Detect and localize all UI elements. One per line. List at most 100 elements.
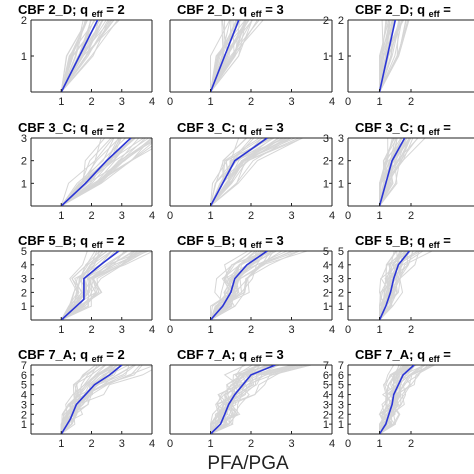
y-tick-label: 2 bbox=[338, 15, 344, 27]
panel-title-value: = 2 bbox=[103, 347, 125, 362]
record-curve bbox=[210, 365, 276, 434]
y-tick-label: 2 bbox=[21, 409, 27, 421]
panel-title: CBF 5_B; q eff = 3 bbox=[177, 233, 284, 250]
x-tick-label: 2 bbox=[408, 96, 414, 108]
panel-title: CBF 7_A; q eff = 2 bbox=[18, 347, 125, 364]
x-tick-label: 0 bbox=[167, 438, 173, 450]
panel-title-value: = bbox=[440, 120, 452, 135]
record-curve bbox=[61, 148, 152, 206]
panel-title-main: CBF 7_A; q bbox=[177, 347, 251, 362]
record-curve bbox=[60, 365, 143, 434]
y-tick-label: 2 bbox=[338, 156, 344, 168]
panel-title-main: CBF 7_A; q bbox=[355, 347, 429, 362]
median-line bbox=[378, 20, 397, 92]
y-tick-label: 4 bbox=[338, 260, 344, 272]
x-tick-label: 3 bbox=[288, 96, 294, 108]
panel-title-subscript: eff bbox=[429, 9, 441, 19]
x-tick-label: 3 bbox=[288, 210, 294, 222]
x-tick-label: 2 bbox=[248, 210, 254, 222]
x-tick-label: 3 bbox=[119, 438, 125, 450]
x-tick-label: 1 bbox=[207, 96, 213, 108]
y-tick-label: 1 bbox=[323, 178, 329, 190]
y-tick-label: 3 bbox=[323, 274, 329, 286]
panel-title-value: = 3 bbox=[262, 347, 284, 362]
record-curve bbox=[379, 20, 407, 92]
record-curve bbox=[379, 138, 410, 206]
y-tick-label: 7 bbox=[323, 360, 329, 372]
panel-title-value: = bbox=[440, 233, 452, 248]
x-tick-label: 2 bbox=[248, 324, 254, 336]
panel-title-value: = 3 bbox=[262, 120, 284, 135]
record-curve bbox=[379, 365, 400, 434]
record-curves bbox=[378, 251, 433, 320]
panel-title-value: = 3 bbox=[262, 233, 284, 248]
x-tick-label: 1 bbox=[207, 324, 213, 336]
x-tick-label: 4 bbox=[329, 96, 335, 108]
median-line bbox=[60, 20, 99, 92]
x-tick-label: 1 bbox=[376, 324, 382, 336]
panel-title: CBF 2_D; q eff = bbox=[355, 2, 451, 19]
median-line bbox=[209, 20, 240, 92]
record-curve bbox=[210, 20, 231, 92]
record-curve bbox=[379, 138, 403, 206]
x-tick-label: 4 bbox=[149, 210, 155, 222]
y-tick-label: 1 bbox=[323, 419, 329, 431]
record-curves bbox=[379, 20, 410, 92]
panel-title-main: CBF 2_D; q bbox=[177, 2, 251, 17]
y-tick-label: 4 bbox=[323, 260, 329, 272]
record-curve bbox=[379, 20, 403, 92]
panel-title-main: CBF 5_B; q bbox=[355, 233, 429, 248]
median-line bbox=[60, 365, 123, 434]
x-tick-label: 3 bbox=[119, 96, 125, 108]
y-tick-label: 3 bbox=[338, 274, 344, 286]
x-tick-label: 3 bbox=[119, 210, 125, 222]
record-curve bbox=[379, 20, 387, 92]
x-tick-label: 2 bbox=[88, 324, 94, 336]
y-tick-label: 3 bbox=[338, 399, 344, 411]
record-curve bbox=[210, 20, 264, 92]
panel-title: CBF 2_D; q eff = 2 bbox=[18, 2, 125, 19]
record-curve bbox=[379, 251, 409, 320]
y-tick-label: 6 bbox=[323, 370, 329, 382]
panel-cbf-3c-col3: 0 1 2 1 2 3 CBF 3_C; q eff = bbox=[338, 120, 474, 222]
record-curves bbox=[210, 251, 308, 320]
panel-title: CBF 3_C; q eff = 2 bbox=[18, 120, 125, 137]
x-tick-label: 2 bbox=[88, 96, 94, 108]
y-tick-label: 1 bbox=[338, 301, 344, 313]
panel-title-main: CBF 7_A; q bbox=[18, 347, 92, 362]
panel-title: CBF 7_A; q eff = 3 bbox=[177, 347, 284, 364]
median-line bbox=[209, 251, 268, 320]
panel-title-value: = 3 bbox=[262, 2, 284, 17]
record-curve bbox=[210, 138, 263, 206]
y-tick-label: 3 bbox=[323, 399, 329, 411]
panel-title-value: = 2 bbox=[103, 233, 125, 248]
y-tick-label: 3 bbox=[338, 133, 344, 145]
y-tick-label: 1 bbox=[323, 301, 329, 313]
x-tick-label: 4 bbox=[149, 96, 155, 108]
y-tick-label: 2 bbox=[323, 156, 329, 168]
x-tick-label: 0 bbox=[167, 210, 173, 222]
x-tick-label: 0 bbox=[345, 210, 351, 222]
x-tick-label: 2 bbox=[248, 96, 254, 108]
x-tick-label: 0 bbox=[167, 324, 173, 336]
y-tick-label: 2 bbox=[21, 156, 27, 168]
record-curve bbox=[210, 20, 247, 92]
panel-title-subscript: eff bbox=[251, 9, 263, 19]
x-tick-label: 2 bbox=[248, 438, 254, 450]
panel-title-subscript: eff bbox=[251, 354, 263, 364]
x-tick-label: 1 bbox=[207, 210, 213, 222]
y-tick-label: 3 bbox=[323, 133, 329, 145]
record-curve bbox=[60, 251, 148, 320]
panel-title-subscript: eff bbox=[429, 127, 441, 137]
y-tick-label: 3 bbox=[21, 133, 27, 145]
y-tick-label: 1 bbox=[21, 301, 27, 313]
record-curve bbox=[60, 20, 104, 92]
panel-title-subscript: eff bbox=[251, 127, 263, 137]
